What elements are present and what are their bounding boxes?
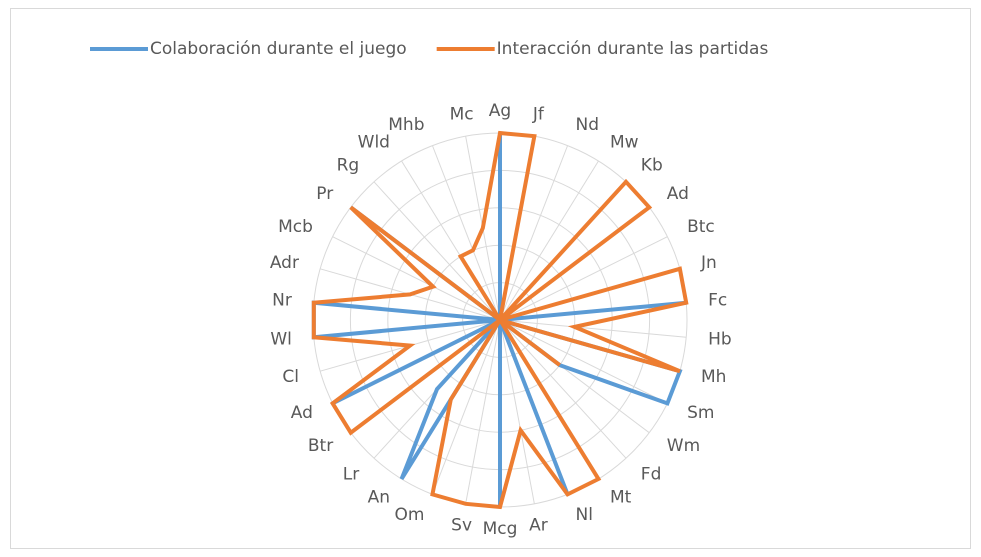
category-label: Fd (641, 464, 662, 484)
spoke (332, 236, 501, 321)
category-label: Wm (667, 436, 700, 456)
spoke (499, 319, 627, 459)
category-label: Kb (641, 156, 663, 176)
category-label: Mcb (278, 217, 313, 237)
category-label: Rg (337, 156, 360, 176)
category-label: Om (395, 505, 425, 525)
category-label: Btc (687, 217, 715, 237)
category-label: Adr (270, 253, 299, 273)
category-label: An (368, 488, 390, 508)
spoke (373, 181, 501, 321)
category-label: Nl (575, 505, 592, 525)
category-label: Ad (667, 184, 689, 204)
category-label: Hb (708, 329, 732, 349)
category-label: Mhb (388, 115, 424, 135)
spoke (431, 319, 501, 495)
category-label: Sm (687, 403, 714, 423)
spoke (499, 319, 668, 404)
spoke (499, 145, 569, 321)
category-label: Mcg (483, 519, 518, 539)
category-label: Pr (316, 184, 333, 204)
legend-label: Interacción durante las partidas (497, 39, 769, 59)
category-label: Jn (700, 253, 717, 273)
category-label: Mh (701, 367, 726, 387)
category-label: Jf (532, 105, 545, 125)
category-label: Ar (529, 515, 548, 535)
category-label: Wl (270, 329, 292, 349)
category-label: Mc (450, 105, 474, 125)
legend-label: Colaboración durante el juego (150, 39, 407, 59)
category-label: Nr (272, 291, 292, 311)
spoke (499, 319, 687, 338)
spoke (465, 319, 501, 504)
category-label: Ad (291, 403, 313, 423)
category-label: Nd (575, 115, 599, 135)
series-line (311, 130, 689, 510)
category-label: Wld (358, 132, 390, 152)
spoke (431, 145, 501, 321)
category-label: Lr (343, 464, 359, 484)
category-label: Cl (282, 367, 299, 387)
category-label: Sv (451, 515, 472, 535)
chart-frame (10, 8, 971, 549)
category-label: Mw (610, 132, 639, 152)
spoke (499, 319, 535, 504)
spoke (499, 160, 599, 321)
category-label: Fc (708, 291, 727, 311)
spoke (499, 236, 668, 321)
category-label: Btr (308, 436, 333, 456)
category-label: Ag (489, 101, 511, 121)
category-label: Mt (610, 488, 632, 508)
